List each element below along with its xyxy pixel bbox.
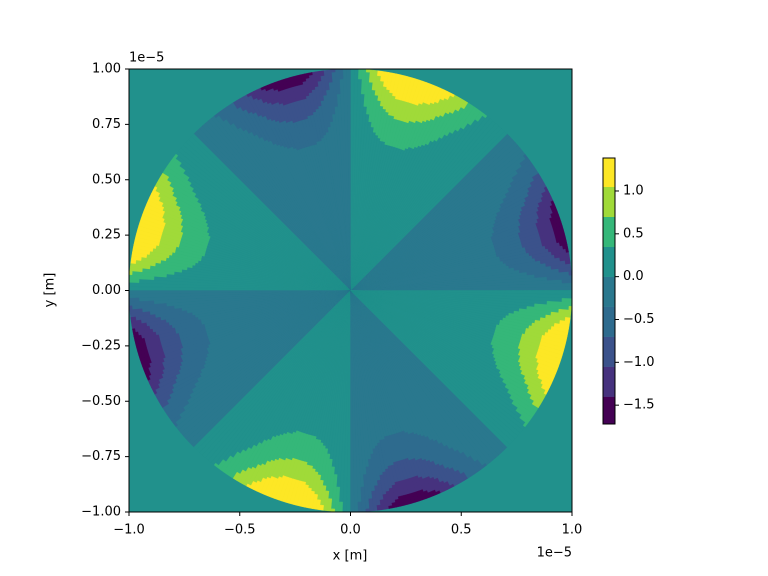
y-offset-label: 1e−5	[129, 51, 164, 66]
x-axis-label: x [m]	[333, 549, 368, 564]
colorbar-band	[603, 276, 615, 307]
field-cell	[330, 508, 336, 512]
y-tick-label: 0.25	[92, 228, 121, 243]
y-tick-label: −0.75	[81, 449, 121, 464]
x-tick-label: 0.5	[451, 523, 472, 538]
colorbar-band	[603, 396, 615, 425]
field-cell	[129, 305, 133, 311]
y-tick-label: −0.50	[81, 394, 121, 409]
x-tick-label: 0.0	[340, 523, 361, 538]
y-tick-label: 1.00	[92, 62, 121, 77]
colorbar-band	[603, 366, 615, 397]
field-cell	[568, 270, 572, 276]
y-tick-label: 0.50	[92, 172, 121, 187]
colorbar-band	[603, 336, 615, 367]
field	[128, 68, 573, 513]
x-offset-label: 1e−5	[537, 546, 572, 561]
x-tick-label: −0.5	[224, 523, 256, 538]
colorbar-band	[603, 246, 615, 277]
x-tick-label: −1.0	[113, 523, 145, 538]
colorbar-tick-label: 0.0	[623, 269, 644, 284]
y-axis-label: y [m]	[43, 273, 58, 308]
colorbar-tick-label: 1.0	[623, 183, 644, 198]
field-cell	[129, 270, 133, 276]
y-tick-label: −0.25	[81, 338, 121, 353]
field-cell	[365, 508, 371, 512]
y-tick-label: 0.75	[92, 117, 121, 132]
colorbar-tick-label: 0.5	[623, 226, 644, 241]
colorbar-tick-label: −1.5	[623, 398, 655, 413]
y-tick-label: −1.00	[81, 505, 121, 520]
y-tick-label: 0.00	[92, 283, 121, 298]
x-tick-label: 1.0	[562, 523, 583, 538]
field-cell	[365, 69, 371, 73]
colorbar-band	[603, 158, 615, 187]
field-cell	[568, 305, 572, 311]
colorbar-tick-label: −0.5	[623, 312, 655, 327]
colorbar-frame	[602, 157, 616, 425]
colorbar-band	[603, 216, 615, 247]
colorbar-band	[603, 186, 615, 217]
field-cell	[330, 69, 336, 73]
colorbar-tick-label: −1.0	[623, 355, 655, 370]
colorbar-band	[603, 306, 615, 337]
